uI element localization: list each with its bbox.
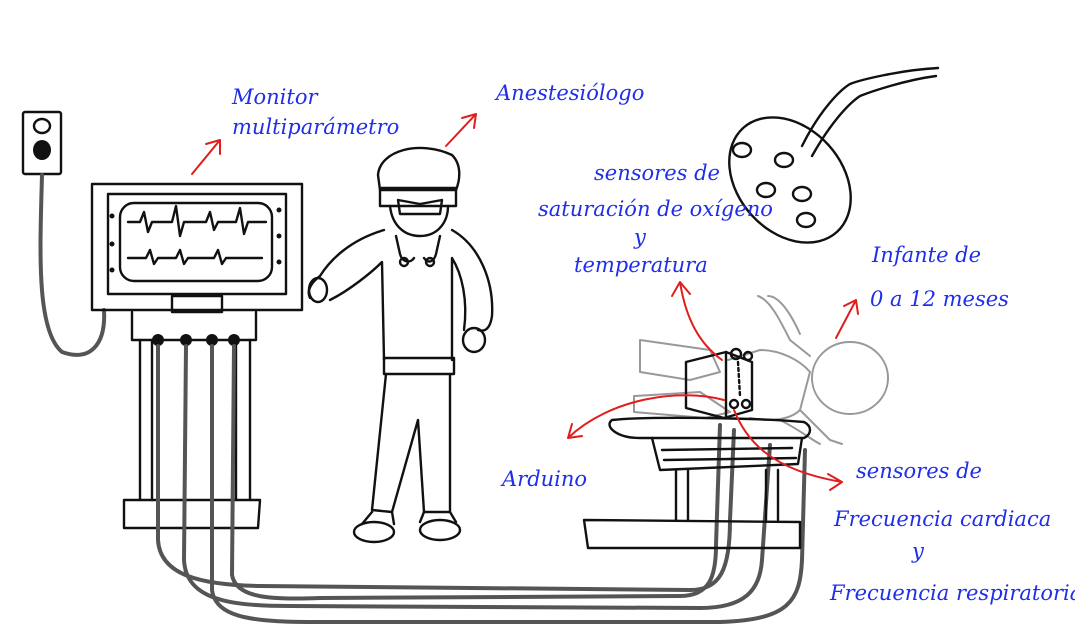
patient-bed	[582, 416, 812, 550]
surgical-lamp	[728, 66, 940, 244]
label-spo2-line4: temperatura	[574, 253, 708, 277]
sensor-cables	[156, 344, 807, 624]
wall-outlet	[21, 110, 63, 176]
arduino-board	[684, 347, 754, 420]
label-spo2-line2: saturación de oxígeno	[538, 197, 773, 221]
annotation-arrows	[191, 113, 859, 491]
arrow-anesthesiologist	[445, 113, 477, 147]
arrow-infant	[835, 299, 859, 339]
label-infant-line2: 0 a 12 meses	[870, 287, 1009, 311]
arrow-monitor	[191, 139, 221, 175]
label-hr-line2: Frecuencia cardiaca	[833, 507, 1051, 531]
label-infant-line1: Infante de	[871, 243, 981, 267]
label-monitor-line1: Monitor	[231, 85, 319, 109]
arrow-arduino	[567, 394, 725, 439]
arrow-spo2	[671, 281, 723, 361]
multiparameter-monitor	[90, 182, 304, 530]
anesthesiologist-figure	[307, 146, 494, 544]
power-cable	[38, 173, 107, 357]
label-hr-line1: sensores de	[856, 459, 982, 483]
label-hr-line4: Frecuencia respiratoria	[829, 581, 1075, 605]
arrow-heart-sensors	[733, 409, 843, 491]
label-anesthesiologist: Anestesiólogo	[494, 81, 644, 105]
label-arduino: Arduino	[500, 467, 587, 491]
label-monitor-line2: multiparámetro	[232, 115, 399, 139]
label-hr-line3: y	[911, 539, 925, 563]
infant-figure	[633, 295, 889, 445]
label-spo2-line3: y	[633, 225, 647, 249]
label-spo2-line1: sensores de	[594, 161, 720, 185]
